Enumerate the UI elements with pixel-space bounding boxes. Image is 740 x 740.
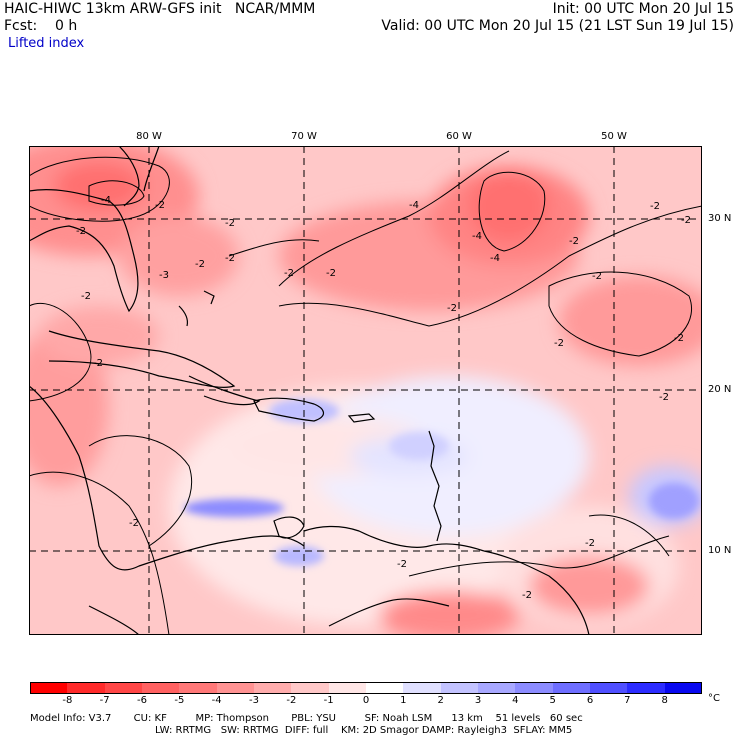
footer-physics-info: LW: RRTMG SW: RRTMG DIFF: full KM: 2D Sm…	[155, 725, 573, 736]
colorbar-tick-label: -5	[174, 695, 185, 706]
contour-label: -2	[76, 226, 86, 237]
coastlines	[29, 146, 590, 635]
colorbar-tick-label: 1	[400, 695, 407, 706]
colorbar-tick-label: -8	[62, 695, 73, 706]
contour-label: -2	[129, 518, 139, 529]
contour-label: -2	[284, 268, 294, 279]
colorbar-swatch	[104, 682, 143, 694]
contour-label: -2	[522, 590, 532, 601]
contour-label: -2	[569, 236, 579, 247]
colorbar-swatch	[478, 682, 516, 694]
colorbar-tick-label: 0	[362, 695, 370, 706]
colorbar-tick-label: 8	[661, 695, 668, 706]
contour-label: -2	[592, 271, 602, 282]
colorbar-swatch	[328, 682, 367, 694]
colorbar-swatch	[216, 682, 255, 694]
init-time: Init: 00 UTC Mon 20 Jul 15	[552, 1, 734, 17]
colorbar-swatch	[664, 682, 703, 694]
colorbar-tick-label: 7	[624, 695, 631, 706]
contour-label: -2	[554, 338, 564, 349]
footer-model-info: Model Info: V3.7 CU: KF MP: Thompson PBL…	[30, 713, 583, 724]
lat-lon-grid	[29, 146, 702, 635]
colorbar-swatch	[440, 682, 479, 694]
colorbar-swatch	[67, 682, 106, 694]
lon-label-60w: 60 W	[446, 131, 472, 142]
contour-label: -4	[472, 231, 482, 242]
contour-label: -4	[490, 253, 500, 264]
contour-lines	[29, 150, 702, 635]
model-title: HAIC-HIWC 13km ARW-GFS init NCAR/MMM	[4, 1, 316, 17]
contour-label: -4	[101, 195, 111, 206]
contour-label: -2	[326, 268, 336, 279]
contour-label: -2	[225, 253, 235, 264]
contour-label: -4	[409, 200, 419, 211]
contour-label: -2	[659, 392, 669, 403]
contour-label: -3	[159, 270, 169, 281]
colorbar-swatch	[179, 682, 218, 694]
colorbar-swatch	[142, 682, 180, 694]
contour-label: -2	[585, 538, 595, 549]
lon-label-50w: 50 W	[601, 131, 627, 142]
lon-label-80w: 80 W	[136, 131, 162, 142]
colorbar-swatch	[30, 682, 68, 694]
lat-label-10n: 10 N	[708, 545, 732, 556]
colorbar-tick-label: 5	[549, 695, 556, 706]
valid-time: Valid: 00 UTC Mon 20 Jul 15 (21 LST Sun …	[381, 18, 734, 34]
contour-label: -2	[674, 333, 684, 344]
colorbar-tick-label: -3	[249, 695, 259, 706]
colorbar-tick-label: -1	[323, 695, 334, 706]
colorbar-swatch	[552, 682, 591, 694]
lon-label-70w: 70 W	[291, 131, 317, 142]
colorbar-tick-label: -6	[137, 695, 147, 706]
contour-label: -2	[155, 200, 165, 211]
lifted-index-map: -4 -2 -2 -2 -2 -2 -2 -3 -2 -2 -4 -2 -4 -…	[29, 146, 702, 635]
colorbar-tick-label: -4	[211, 695, 222, 706]
colorbar-swatch	[403, 682, 442, 694]
colorbar-swatch	[590, 682, 628, 694]
colorbar-swatch	[291, 682, 330, 694]
contour-label: -2	[93, 358, 103, 369]
colorbar-tick-label: 4	[512, 695, 519, 706]
colorbar-frame	[30, 682, 702, 694]
colorbar-tick-label: -7	[99, 695, 110, 706]
colorbar-swatch	[366, 682, 404, 694]
colorbar-tick-label: 3	[474, 695, 482, 706]
colorbar-tick-label: 2	[437, 695, 444, 706]
lat-label-20n: 20 N	[708, 384, 732, 395]
map-frame	[29, 146, 702, 635]
contour-label: -2	[650, 201, 660, 212]
contour-label: -2	[81, 291, 91, 302]
contour-label: -2	[195, 259, 205, 270]
contour-label: -2	[681, 215, 691, 226]
field-name: Lifted index	[8, 36, 85, 51]
colorbar-swatch	[254, 682, 292, 694]
colorbar-tick-label: -2	[286, 695, 297, 706]
colorbar-swatch	[627, 682, 666, 694]
colorbar-swatch	[515, 682, 554, 694]
contour-label: -2	[447, 303, 457, 314]
contour-label: -2	[225, 218, 235, 229]
contour-label-group: -4 -2 -2 -2 -2 -2 -2 -3 -2 -2 -4 -2 -4 -…	[76, 195, 691, 601]
contour-label: -2	[397, 559, 407, 570]
lat-label-30n: 30 N	[708, 213, 732, 224]
colorbar-tick-label: 6	[586, 695, 594, 706]
forecast-hour: Fcst: 0 h	[4, 18, 78, 34]
colorbar-unit: °C	[708, 693, 720, 704]
